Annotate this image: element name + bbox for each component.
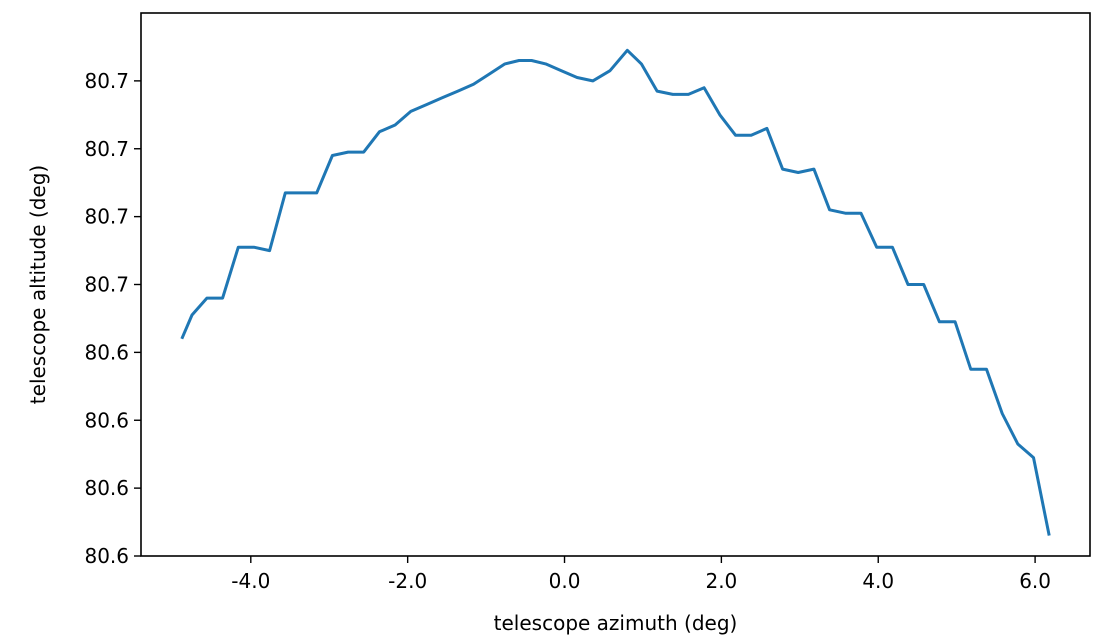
y-tick-label: 80.6 (84, 544, 129, 568)
x-tick-label: 0.0 (549, 569, 581, 593)
y-tick-label: 80.6 (84, 408, 129, 432)
x-tick-label: 6.0 (1019, 569, 1051, 593)
y-tick-label: 80.7 (84, 69, 129, 93)
y-tick-label: 80.7 (84, 137, 129, 161)
series-line-group (180, 48, 1051, 536)
x-tick-label: -2.0 (388, 569, 427, 593)
y-tick-label: 80.6 (84, 476, 129, 500)
y-tick-label: 80.6 (84, 340, 129, 364)
x-tick-label: 2.0 (705, 569, 737, 593)
x-axis-label: telescope azimuth (deg) (494, 611, 738, 635)
x-tick-label: -4.0 (231, 569, 270, 593)
series-line-0 (180, 48, 1051, 536)
y-tick-label: 80.7 (84, 273, 129, 297)
y-tick-label: 80.7 (84, 205, 129, 229)
y-axis-ticks: 80.6 80.6 80.6 80.6 80.7 80.7 80.7 80.7 (84, 69, 141, 568)
x-axis-ticks: -4.0 -2.0 0.0 2.0 4.0 6.0 (231, 556, 1051, 593)
y-axis-label: telescope altitude (deg) (26, 165, 50, 404)
x-tick-label: 4.0 (862, 569, 894, 593)
